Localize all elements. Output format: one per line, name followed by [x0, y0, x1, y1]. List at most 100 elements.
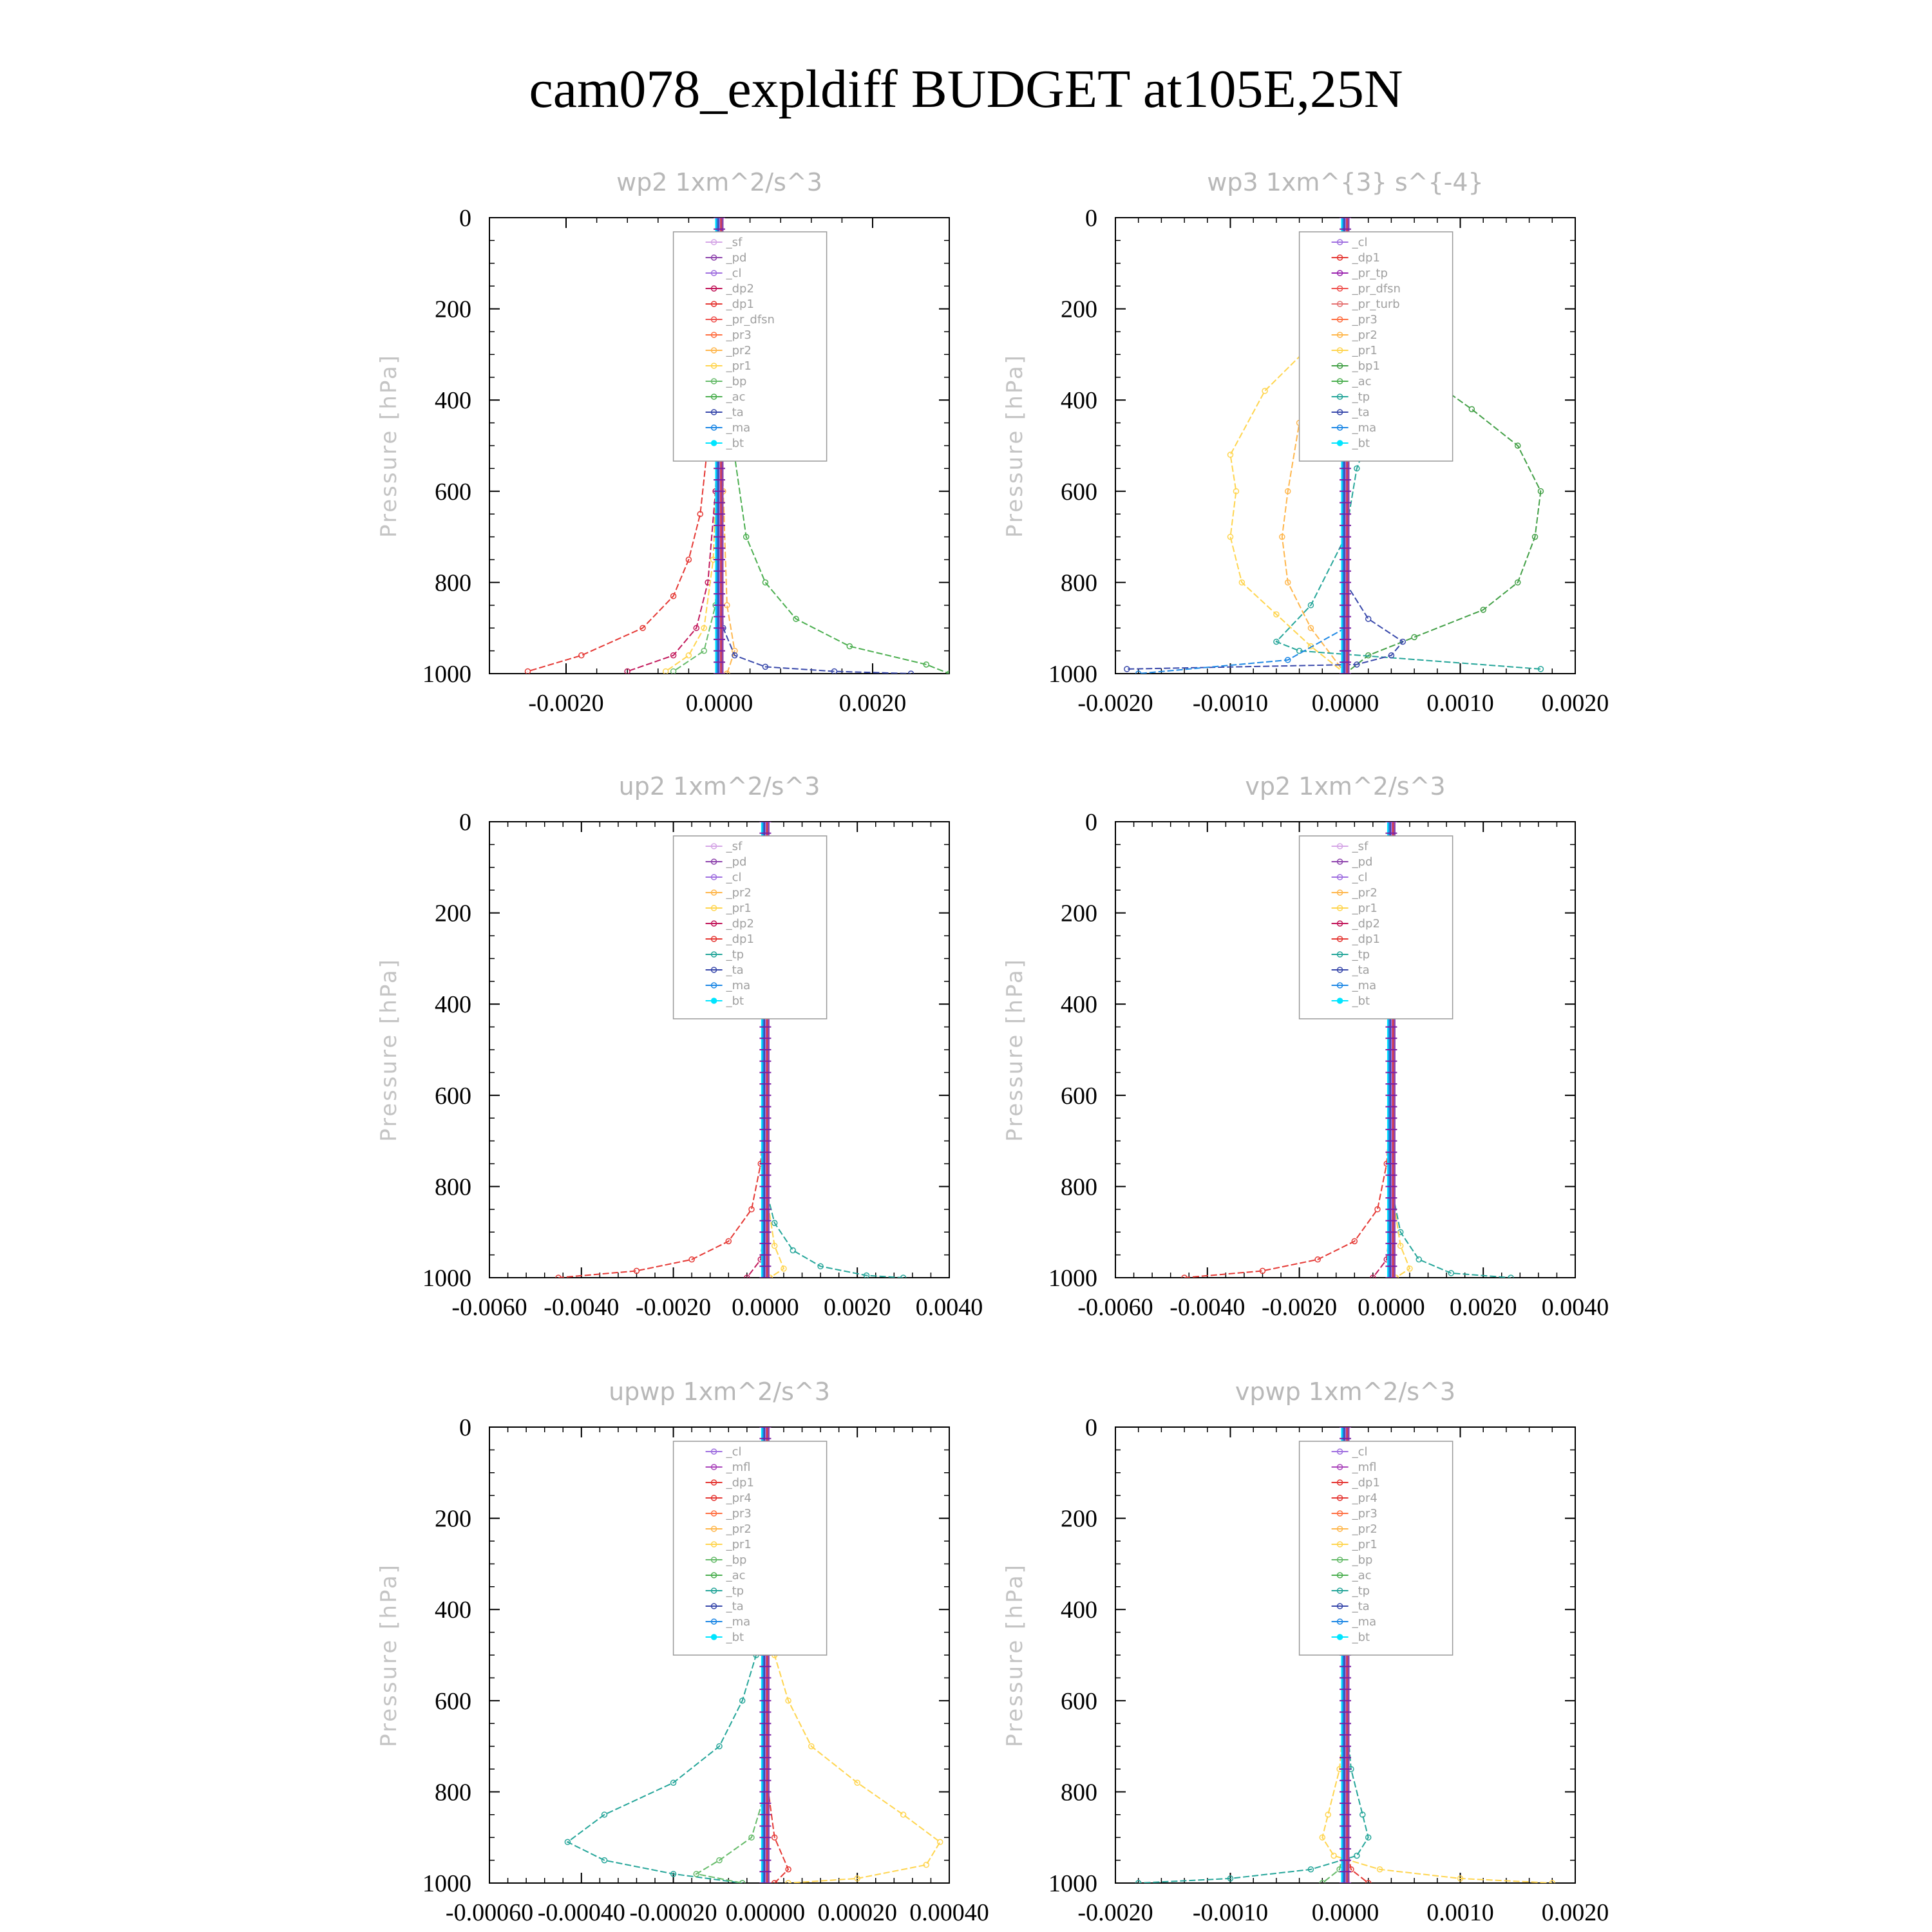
series-point-dp1 [555, 1274, 562, 1278]
legend-label: _sf [1352, 840, 1368, 853]
series-point-dp1 [1181, 1274, 1188, 1278]
series-point-ac [762, 579, 769, 586]
y-tick-label: 0 [1085, 1414, 1097, 1441]
legend-marker [1336, 363, 1343, 369]
legend-box [1298, 1441, 1454, 1656]
legend-marker [1336, 332, 1343, 338]
legend-marker [710, 424, 717, 431]
legend-marker [1336, 1495, 1343, 1501]
legend-label: _ta [1352, 963, 1370, 977]
y-tick-label: 1000 [422, 1265, 471, 1292]
legend-label: _dp1 [726, 933, 754, 946]
series-line-dp2 [746, 1209, 766, 1278]
legend-marker [710, 393, 717, 400]
series-point-dp1 [725, 1238, 732, 1245]
series-point-bp [1319, 1880, 1326, 1883]
x-tick-label: -0.0060 [1077, 1294, 1153, 1321]
plot-panel-4: upwp 1xm^2/s^3 Pressure [hPa] 0 200 400 600 80… [376, 1378, 989, 1926]
legend-label: _bp [726, 375, 747, 388]
series-line-tp [764, 1186, 904, 1278]
legend-marker [1336, 889, 1343, 896]
series-point-ta [1124, 666, 1130, 672]
legend-marker [1336, 409, 1343, 415]
series-point-bp1 [1480, 607, 1486, 613]
series-point-dp1 [524, 668, 531, 674]
legend-marker [1336, 1557, 1343, 1563]
x-tick-label: -0.0010 [1193, 690, 1268, 717]
series-line-pr1 [1321, 1700, 1553, 1883]
series-point-pr1 [854, 1779, 860, 1786]
y-tick-label: 0 [1085, 205, 1097, 232]
legend-marker [1336, 998, 1343, 1004]
y-tick-label: 200 [435, 1506, 471, 1533]
legend-marker [710, 874, 717, 880]
legend-label: _cl [1352, 871, 1368, 884]
legend-marker [1336, 254, 1343, 261]
series-point-dp1 [785, 1866, 791, 1873]
legend-label: _ac [726, 1569, 746, 1582]
x-tick-label: -0.0040 [1170, 1294, 1245, 1321]
series-point-bp1 [1531, 533, 1539, 540]
series-point-tp [739, 1698, 746, 1704]
legend-label: _bt [726, 1631, 744, 1644]
legend-label: _pr1 [726, 359, 752, 373]
legend-marker [710, 254, 717, 261]
plot-panel-2: up2 1xm^2/s^3 Pressure [hPa] 0 200 400 600 800… [376, 772, 983, 1321]
legend-label: _bt [1352, 994, 1370, 1008]
legend-marker [1336, 1587, 1343, 1594]
legend-label: _tp [726, 1584, 744, 1598]
plot-panel-5: vpwp 1xm^2/s^3 Pressure [hPa] 0 200 400 600 80… [1002, 1378, 1609, 1926]
legend-marker [710, 332, 717, 338]
legend-label: _dp2 [1352, 917, 1380, 931]
series-point-pr1 [1376, 1866, 1383, 1873]
legend-label: _pr3 [1352, 1507, 1378, 1520]
y-tick-label: 1000 [1048, 661, 1097, 688]
legend-label: _pr1 [1352, 1538, 1378, 1551]
legend-marker [710, 1618, 717, 1625]
legend-marker [1336, 301, 1343, 307]
legend-label: _pr3 [726, 1507, 752, 1520]
x-tick-label: 0.0020 [1542, 690, 1609, 717]
legend-label: _bp [1352, 1553, 1373, 1567]
series-point-tp [1273, 638, 1280, 645]
series-point-tp [817, 1263, 824, 1270]
legend-label: _ta [726, 1600, 744, 1613]
legend-label: _pr_dfsn [1352, 282, 1401, 296]
legend-marker [710, 998, 717, 1004]
series-point-pr2 [724, 670, 730, 674]
legend-label: _pr1 [1352, 902, 1378, 915]
legend-label: _pr4 [1352, 1492, 1378, 1505]
y-tick-label: 800 [1061, 1779, 1097, 1806]
series-line-pr1 [1390, 1186, 1411, 1278]
legend-label: _bt [1352, 437, 1370, 450]
legend-label: _pr1 [1352, 344, 1378, 357]
series-point-pr1 [785, 1880, 791, 1883]
legend-marker [710, 1526, 717, 1532]
series-point-tp [601, 1812, 608, 1818]
series-point-tp [1354, 465, 1360, 472]
legend-marker [710, 982, 717, 989]
series-point-dp1 [771, 1880, 778, 1883]
series-line-dp1 [764, 1768, 790, 1883]
y-tick-label: 400 [435, 387, 471, 414]
series-point-bp [701, 647, 707, 654]
y-tick-label: 1000 [1048, 1870, 1097, 1897]
x-tick-label: -0.0020 [636, 1294, 711, 1321]
legend-marker [710, 920, 717, 927]
series-line-dp1 [558, 1095, 766, 1278]
series-point-pr1 [1273, 611, 1280, 618]
series-point-tp [1508, 1274, 1514, 1278]
series-point-pr1 [854, 1875, 860, 1882]
legend-marker [710, 843, 717, 849]
series-point-ma [1135, 670, 1142, 674]
series-point-ta [1388, 652, 1395, 659]
series-point-pr1 [936, 1839, 943, 1846]
legend-box [672, 1441, 828, 1656]
legend-marker [1336, 1541, 1343, 1548]
legend-box [672, 231, 828, 462]
series-point-tp [1359, 1812, 1366, 1818]
legend-marker [1336, 967, 1343, 973]
legend-marker [710, 951, 717, 958]
series-line-dp2 [1372, 1209, 1392, 1278]
series-point-pr1 [701, 625, 707, 631]
